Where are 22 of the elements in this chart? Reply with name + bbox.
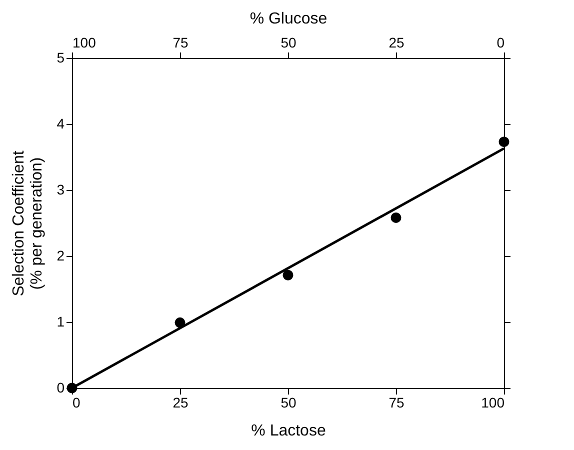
x-tick-label: 25 [172, 394, 188, 410]
point [498, 136, 510, 148]
x-tick-label: 100 [481, 394, 505, 410]
x-tick-label: 0 [72, 394, 80, 410]
x-axis-title: % Lactose [251, 422, 326, 440]
x2-tick-label: 50 [280, 34, 296, 50]
y-tick-label: 0 [56, 380, 65, 396]
x-tick-label: 50 [280, 394, 296, 410]
x2-tick-label: 0 [496, 34, 505, 50]
x-tick-label: 75 [388, 394, 404, 410]
x2-tick-label: 75 [172, 34, 188, 50]
x2-tick-label: 100 [72, 34, 96, 50]
y-tick-label: 2 [56, 248, 65, 264]
y-axis-title: Selection Coefficient (% per generation) [10, 150, 46, 296]
x2-tick-label: 25 [388, 34, 404, 50]
point [282, 270, 294, 280]
y-tick-label: 5 [56, 50, 65, 66]
y-tick-label: 1 [56, 314, 65, 330]
x2-axis-title: % Glucose [250, 10, 328, 28]
y-tick-label: 3 [56, 182, 65, 198]
y-tick-label: 4 [56, 116, 65, 132]
point [390, 212, 402, 223]
